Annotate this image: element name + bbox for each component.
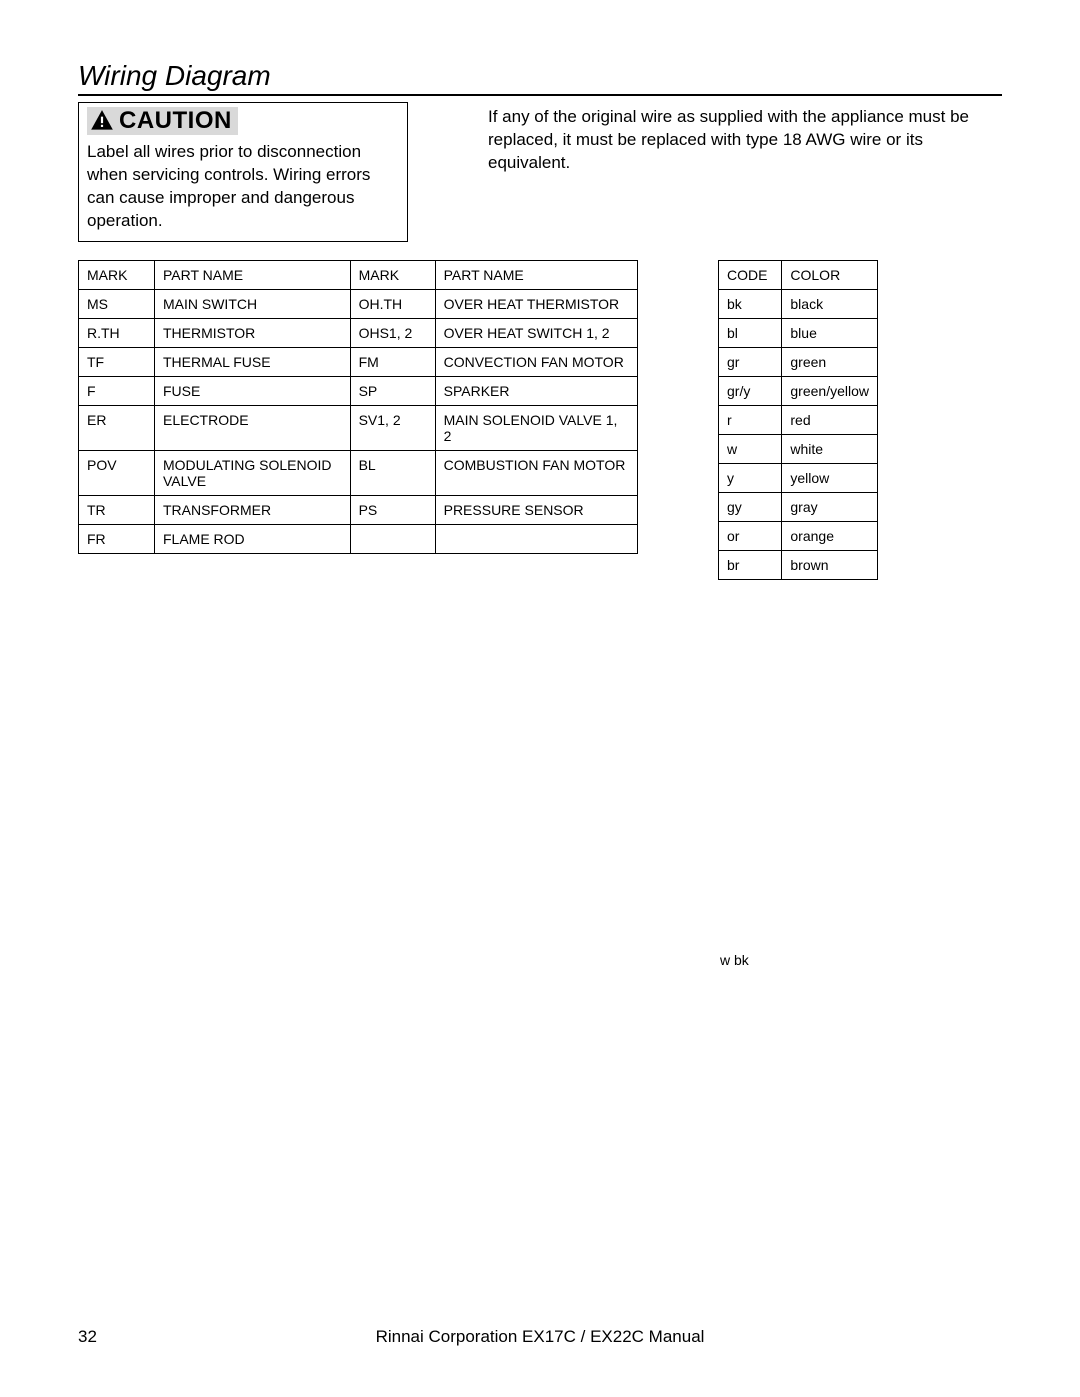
table-cell: orange — [782, 521, 878, 550]
table-cell: POV — [79, 450, 155, 495]
manual-page: Wiring Diagram CAUTION Label all wires p… — [0, 0, 1080, 1397]
page-footer: 32 Rinnai Corporation EX17C / EX22C Manu… — [78, 1327, 1002, 1347]
table-cell: r — [719, 405, 782, 434]
table-cell: COLOR — [782, 260, 878, 289]
tables-row: MARK PART NAME MARK PART NAME MSMAIN SWI… — [78, 260, 1002, 580]
table-row: FRFLAME ROD — [79, 524, 638, 553]
table-row: grgreen — [719, 347, 878, 376]
table-cell: THERMAL FUSE — [154, 347, 350, 376]
table-cell: R.TH — [79, 318, 155, 347]
table-row: gygray — [719, 492, 878, 521]
table-cell: yellow — [782, 463, 878, 492]
table-cell: bl — [719, 318, 782, 347]
table-cell: y — [719, 463, 782, 492]
table-cell: bk — [719, 289, 782, 318]
stray-wire-label: w bk — [720, 952, 749, 968]
table-cell: F — [79, 376, 155, 405]
table-cell — [350, 524, 435, 553]
top-row: CAUTION Label all wires prior to disconn… — [78, 102, 1002, 242]
table-cell: SPARKER — [435, 376, 637, 405]
table-cell: PRESSURE SENSOR — [435, 495, 637, 524]
table-cell: MARK — [350, 260, 435, 289]
table-cell: red — [782, 405, 878, 434]
table-cell: CONVECTION FAN MOTOR — [435, 347, 637, 376]
table-cell: w — [719, 434, 782, 463]
table-cell: OH.TH — [350, 289, 435, 318]
table-cell: THERMISTOR — [154, 318, 350, 347]
table-cell: ELECTRODE — [154, 405, 350, 450]
table-cell: OVER HEAT THERMISTOR — [435, 289, 637, 318]
table-cell: ER — [79, 405, 155, 450]
table-cell: CODE — [719, 260, 782, 289]
parts-table: MARK PART NAME MARK PART NAME MSMAIN SWI… — [78, 260, 638, 554]
table-cell: MAIN SOLENOID VALVE 1, 2 — [435, 405, 637, 450]
table-row: TFTHERMAL FUSEFMCONVECTION FAN MOTOR — [79, 347, 638, 376]
table-cell: FLAME ROD — [154, 524, 350, 553]
table-cell: gr — [719, 347, 782, 376]
table-cell: BL — [350, 450, 435, 495]
table-cell: PART NAME — [435, 260, 637, 289]
table-row: POVMODULATING SOLENOID VALVEBLCOMBUSTION… — [79, 450, 638, 495]
table-cell: TR — [79, 495, 155, 524]
caution-header: CAUTION — [87, 107, 238, 135]
table-row: TRTRANSFORMERPSPRESSURE SENSOR — [79, 495, 638, 524]
table-row: blblue — [719, 318, 878, 347]
table-cell: TRANSFORMER — [154, 495, 350, 524]
wire-replacement-note: If any of the original wire as supplied … — [408, 102, 1002, 175]
table-row: brbrown — [719, 550, 878, 579]
table-cell: MS — [79, 289, 155, 318]
table-cell: or — [719, 521, 782, 550]
section-title: Wiring Diagram — [78, 60, 1002, 96]
table-cell: COMBUSTION FAN MOTOR — [435, 450, 637, 495]
table-cell: MODULATING SOLENOID VALVE — [154, 450, 350, 495]
table-row: ororange — [719, 521, 878, 550]
table-row: MARK PART NAME MARK PART NAME — [79, 260, 638, 289]
table-cell: brown — [782, 550, 878, 579]
table-cell: FUSE — [154, 376, 350, 405]
table-row: wwhite — [719, 434, 878, 463]
warning-icon — [89, 108, 115, 134]
table-cell — [435, 524, 637, 553]
table-cell: gray — [782, 492, 878, 521]
caution-text: Label all wires prior to disconnection w… — [87, 141, 399, 233]
table-cell: PART NAME — [154, 260, 350, 289]
table-row: CODE COLOR — [719, 260, 878, 289]
table-row: ERELECTRODESV1, 2MAIN SOLENOID VALVE 1, … — [79, 405, 638, 450]
table-row: rred — [719, 405, 878, 434]
footer-title: Rinnai Corporation EX17C / EX22C Manual — [278, 1327, 802, 1347]
table-row: gr/ygreen/yellow — [719, 376, 878, 405]
table-row: yyellow — [719, 463, 878, 492]
table-cell: FM — [350, 347, 435, 376]
table-row: MSMAIN SWITCHOH.THOVER HEAT THERMISTOR — [79, 289, 638, 318]
table-cell: white — [782, 434, 878, 463]
table-row: bkblack — [719, 289, 878, 318]
table-cell: PS — [350, 495, 435, 524]
caution-box: CAUTION Label all wires prior to disconn… — [78, 102, 408, 242]
table-cell: MARK — [79, 260, 155, 289]
table-cell: FR — [79, 524, 155, 553]
table-cell: SV1, 2 — [350, 405, 435, 450]
table-row: R.THTHERMISTOROHS1, 2OVER HEAT SWITCH 1,… — [79, 318, 638, 347]
page-number: 32 — [78, 1327, 278, 1347]
table-cell: br — [719, 550, 782, 579]
table-cell: green — [782, 347, 878, 376]
table-cell: blue — [782, 318, 878, 347]
color-code-table: CODE COLOR bkblack blblue grgreen gr/ygr… — [718, 260, 878, 580]
table-row: FFUSESPSPARKER — [79, 376, 638, 405]
table-cell: gr/y — [719, 376, 782, 405]
table-cell: OHS1, 2 — [350, 318, 435, 347]
table-cell: SP — [350, 376, 435, 405]
table-cell: OVER HEAT SWITCH 1, 2 — [435, 318, 637, 347]
table-cell: MAIN SWITCH — [154, 289, 350, 318]
table-cell: green/yellow — [782, 376, 878, 405]
caution-label: CAUTION — [119, 107, 232, 135]
table-cell: TF — [79, 347, 155, 376]
table-cell: black — [782, 289, 878, 318]
table-cell: gy — [719, 492, 782, 521]
